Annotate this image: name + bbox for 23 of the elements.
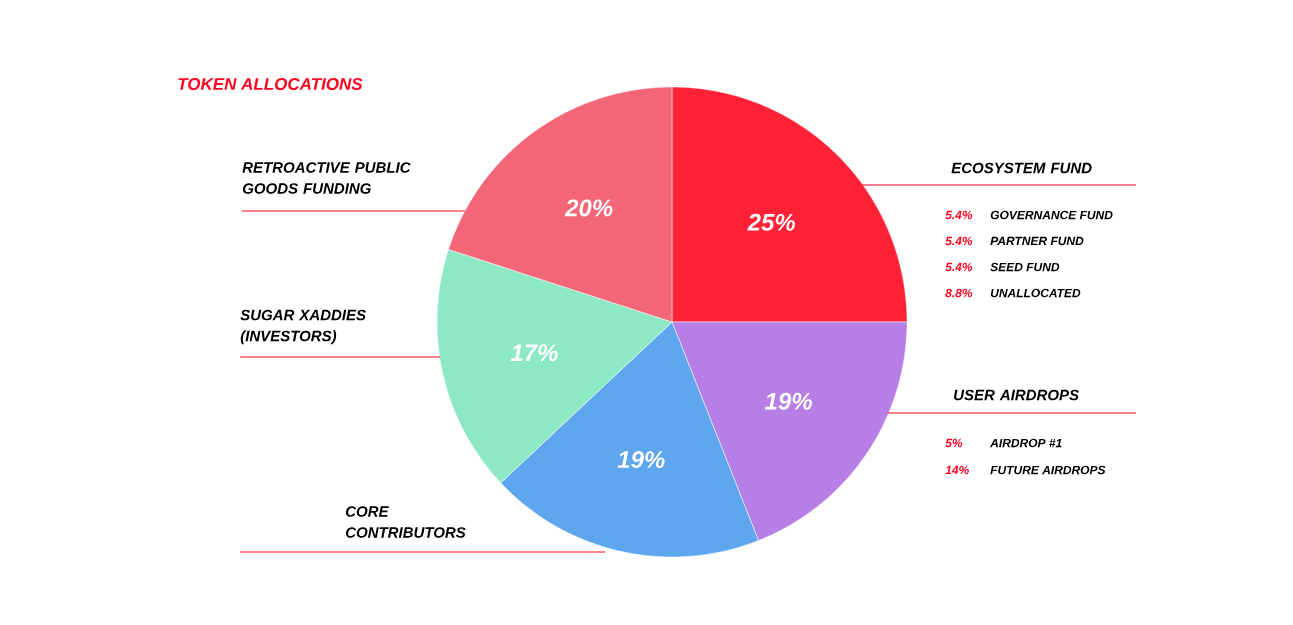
- text: 5.4%: [945, 262, 973, 272]
- slice-label: SUGAR XADDIES (INVESTORS): [240, 309, 366, 345]
- data-label: 20%: [564, 199, 613, 217]
- text: FUTURE AIRDROPS: [990, 465, 1106, 475]
- text: 8.8%: [945, 288, 973, 298]
- data-label: 17%: [510, 344, 558, 362]
- text: 5%: [945, 438, 963, 448]
- text: 5.4%: [945, 236, 973, 246]
- text: UNALLOCATED: [990, 288, 1081, 298]
- slice-label: USER AIRDROPS: [954, 389, 1079, 401]
- slice-label: ECOSYSTEM FUND: [951, 162, 1092, 174]
- text: PARTNER FUND: [990, 236, 1084, 246]
- text: 5.4%: [945, 210, 973, 220]
- data-label: 25%: [747, 213, 796, 231]
- text: SEED FUND: [990, 262, 1060, 272]
- text: 14%: [945, 465, 969, 475]
- slice-label: RETROACTIVE PUBLIC GOODS FUNDING: [242, 162, 411, 194]
- data-label: 19%: [617, 451, 665, 469]
- data-label: 19%: [765, 392, 812, 410]
- text: AIRDROP #1: [989, 438, 1062, 448]
- text: GOVERNANCE FUND: [990, 210, 1113, 220]
- chart-title: TOKEN ALLOCATIONS: [178, 77, 363, 91]
- slice-label: CORE CONTRIBUTORS: [345, 506, 466, 538]
